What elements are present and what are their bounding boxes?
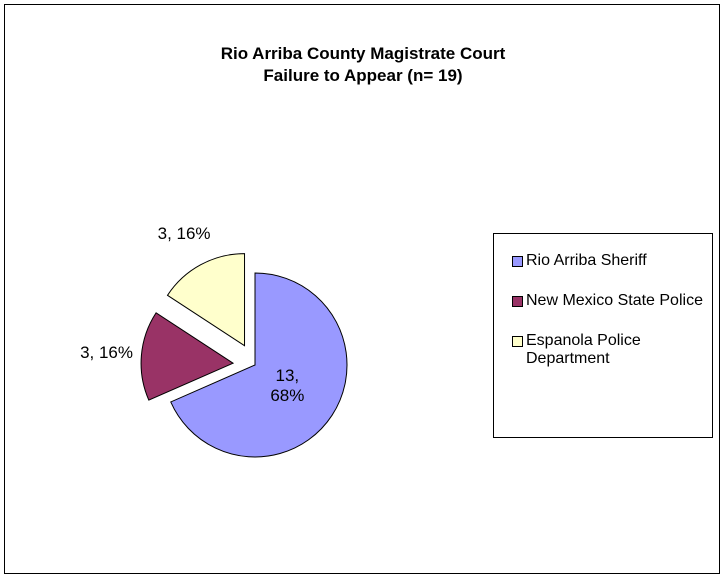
data-label: 3, 16%: [157, 223, 211, 243]
legend-label: Rio Arriba Sheriff: [526, 252, 647, 269]
legend-entry: New Mexico State Police: [512, 292, 704, 310]
pie-slice: [166, 253, 246, 347]
pie-slice: [170, 272, 348, 458]
legend-swatch: [512, 256, 523, 267]
legend-entry: Rio Arriba Sheriff: [512, 252, 704, 270]
data-label: 3, 16%: [80, 342, 134, 362]
legend-label: New Mexico State Police: [526, 292, 703, 309]
legend-swatch: [512, 336, 523, 347]
chart-title: Rio Arriba County Magistrate Court: [220, 44, 506, 63]
data-label: 13, 68%: [270, 366, 305, 406]
legend-swatch: [512, 296, 523, 307]
chart-frame: [4, 4, 720, 574]
legend: Rio Arriba Sheriff New Mexico State Polic…: [493, 233, 713, 438]
pie-slice: [140, 312, 235, 401]
legend-label: Espanola Police Department: [526, 332, 641, 367]
chart-title: Failure to Appear (n= 19): [263, 66, 463, 85]
legend-entry: Espanola Police Department: [512, 332, 704, 368]
